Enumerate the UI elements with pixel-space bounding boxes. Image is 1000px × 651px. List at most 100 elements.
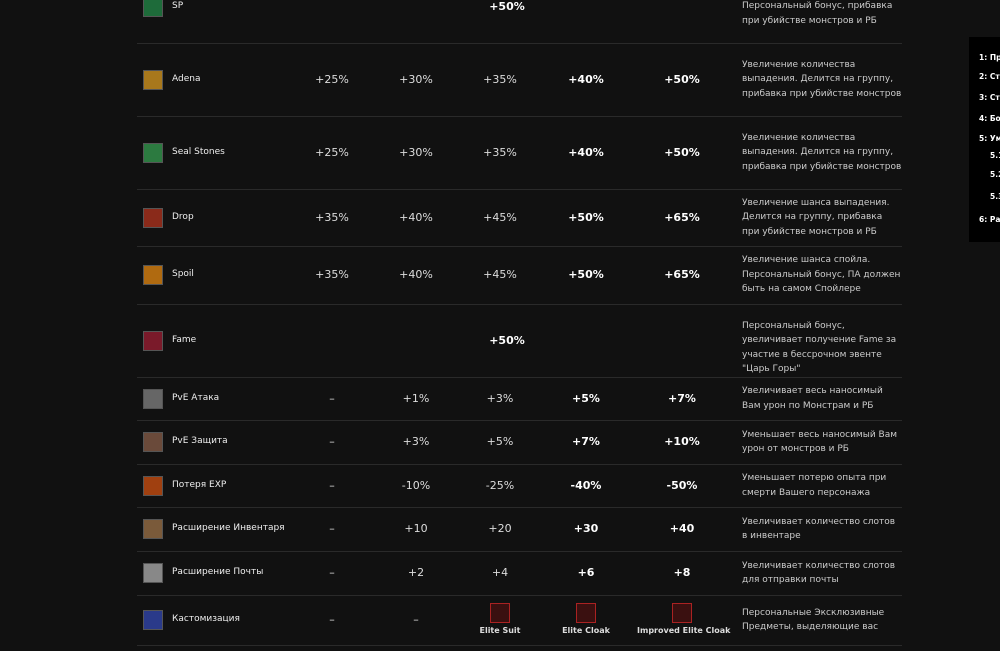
bonus-value: +40% [568, 72, 604, 86]
bonus-value: +40% [399, 268, 433, 281]
bonus-value: -50% [666, 478, 698, 492]
table-row: Adena +25% +30% +35% +40% +50% Увеличение коли… [137, 43, 902, 117]
bonus-value: +40% [568, 145, 604, 159]
bonus-value: +8 [673, 566, 691, 579]
row-description: Увеличение шанса выпадения. Делится на г… [742, 197, 890, 237]
bonus-value: +2 [407, 566, 425, 579]
row-name: Seal Stones [172, 146, 225, 157]
bonus-value: +25% [315, 72, 349, 86]
bonus-value: +65% [664, 210, 700, 224]
item-label: Improved Elite Cloak [637, 626, 731, 635]
item-icon [490, 603, 510, 623]
table-row: SP +50% Увеличение количества SP. Персонал… [137, 0, 902, 44]
row-description: Увеличение шанса спойла. Персональный бо… [742, 255, 901, 295]
bonus-value: +40% [399, 210, 433, 224]
bonus-value: +50% [664, 145, 700, 159]
row-description: Увеличение количества SP. Персональный б… [742, 1, 893, 26]
bonus-value: +5% [486, 435, 514, 448]
toc-link[interactable]: 5: Ум [979, 134, 1000, 143]
toc-link[interactable]: 2: Ст [979, 72, 1000, 81]
bonus-value: +7% [572, 435, 600, 448]
bonus-value: +4 [491, 566, 509, 579]
table-row: Расширение Почты – +2 +4 +6 +8 Увеличивает кол… [137, 551, 902, 596]
row-description: Уменьшает потерю опыта при смерти Вашего… [742, 473, 887, 498]
bonus-value: +50% [489, 0, 525, 13]
bonus-value: +50% [664, 72, 700, 86]
item-icon [576, 603, 596, 623]
bonus-value: +45% [483, 210, 517, 224]
row-icon [143, 432, 163, 452]
item-label: Elite Suit [479, 626, 521, 635]
toc-link[interactable]: 5.3 [990, 192, 1000, 201]
row-name: PvE Атака [172, 392, 220, 403]
row-name: Spoil [172, 269, 194, 279]
toc-link[interactable]: 4: Бо [979, 114, 1000, 123]
table-row: Drop +35% +40% +45% +50% +65% Увеличение шанса… [137, 189, 902, 247]
row-icon [143, 610, 163, 630]
table-row: PvE Атака – +1% +3% +5% +7% Увеличивает весь н… [137, 377, 902, 421]
bonus-value: – [413, 613, 419, 626]
row-description: Увеличивает количество слотов для отправ… [742, 560, 896, 586]
row-name: SP [172, 0, 184, 11]
item-cell: Elite Suit [455, 603, 545, 635]
bonus-value: -25% [485, 478, 515, 492]
toc-link[interactable]: 5.2 [990, 170, 1000, 179]
sidebar-toc: 1: Пр 2: Ст 3: Ст 4: Бо 5: Ум 5.1 5.2 5.3 6: Ра [969, 37, 1000, 242]
row-description: Увеличение количества выпадения. Делится… [742, 132, 902, 172]
bonus-value: +65% [664, 268, 700, 281]
item-cell: Improved Elite Cloak [637, 603, 731, 635]
row-description: Увеличивает весь наносимый Вам урон по М… [742, 386, 883, 411]
row-name: Расширение Инвентаря [172, 523, 285, 533]
bonus-value: +30% [399, 72, 433, 86]
row-name: Кастомизация [172, 614, 240, 624]
bonus-value: +3% [486, 391, 514, 405]
row-icon [143, 207, 163, 228]
bonus-value: +6 [577, 566, 595, 579]
table-row: PvE Защита – +3% +5% +7% +10% Уменьшает весь н… [137, 420, 902, 465]
bonus-value: +30% [399, 145, 433, 159]
row-name: Потеря EXP [172, 479, 227, 490]
toc-link[interactable]: 5.1 [990, 151, 1000, 160]
bonus-value: +35% [315, 210, 349, 224]
row-icon [143, 69, 163, 90]
bonus-value: +3% [402, 435, 430, 448]
row-icon [143, 519, 163, 539]
item-icon [672, 603, 692, 623]
row-icon [143, 330, 163, 351]
row-icon [143, 388, 163, 409]
toc-link[interactable]: 3: Ст [979, 93, 1000, 102]
bonus-value: -10% [401, 478, 431, 492]
bonus-value: +35% [315, 268, 349, 281]
bonus-value: +50% [568, 268, 604, 281]
bonus-value: +20 [488, 522, 512, 535]
bonus-value: – [329, 435, 335, 448]
table-row: Spoil +35% +40% +45% +50% +65% Увеличение шанс… [137, 246, 902, 305]
row-icon [143, 142, 163, 163]
row-description: Персональный бонус, увеличивает получени… [742, 320, 897, 375]
row-name: Drop [172, 211, 194, 222]
bonus-value: +35% [483, 145, 517, 159]
bonus-value: +10 [404, 522, 428, 535]
bonus-value: +50% [489, 333, 525, 347]
bonus-value: +1% [402, 391, 430, 405]
row-name: Расширение Почты [172, 567, 264, 577]
table-row: Кастомизация – – Elite Suit Elite Cloak Impro… [137, 595, 902, 646]
toc-link[interactable]: 1: Пр [979, 53, 1000, 62]
bonus-value: – [329, 522, 335, 535]
bonus-value: – [329, 613, 335, 626]
row-icon [143, 475, 163, 496]
row-description: Увеличивает количество слотов в инвентар… [742, 516, 896, 542]
bonus-value: +35% [483, 72, 517, 86]
table-row: Seal Stones +25% +30% +35% +40% +50% Увеличени… [137, 116, 902, 190]
row-icon [143, 563, 163, 583]
bonus-value: +7% [668, 391, 696, 405]
bonus-value: – [329, 391, 335, 405]
toc-link[interactable]: 6: Ра [979, 215, 1000, 224]
table-row: Расширение Инвентаря – +10 +20 +30 +40 Увеличи… [137, 507, 902, 552]
bonus-value: – [329, 566, 335, 579]
bonus-value: – [329, 478, 335, 492]
bonus-value: -40% [570, 478, 602, 492]
table-row: Потеря EXP – -10% -25% -40% -50% Уменьшает пот… [137, 464, 902, 508]
item-label: Elite Cloak [562, 626, 610, 635]
